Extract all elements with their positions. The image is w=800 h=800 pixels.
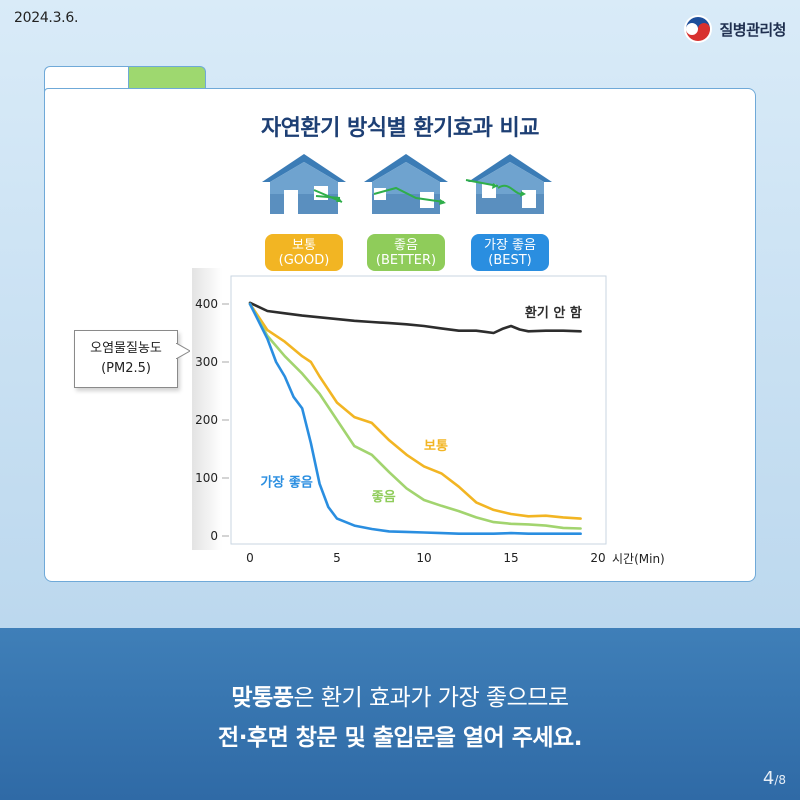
callout-pointer — [176, 343, 190, 359]
date-label: 2024.3.6. — [14, 10, 79, 26]
series-line-3 — [248, 302, 582, 536]
taegeuk-icon — [684, 15, 713, 43]
x-tick-label: 0 — [246, 551, 254, 565]
y-tick-label: 200 — [195, 413, 218, 427]
method-better: 좋음 (BETTER) — [360, 150, 452, 271]
house-icon — [262, 154, 346, 214]
folder-tab — [44, 66, 134, 92]
x-tick-label: 15 — [503, 551, 518, 565]
y-axis-callout: 오염물질농도 (PM2.5) — [74, 330, 178, 388]
y-tick-label: 400 — [195, 297, 218, 311]
series-line-2 — [248, 302, 582, 530]
badge-good-sub: (GOOD) — [278, 253, 330, 268]
x-tick-label: 5 — [333, 551, 341, 565]
chart-title: 자연환기 방식별 환기효과 비교 — [260, 116, 540, 141]
message-line-2: 전·후면 창문 및 출입문을 열어 주세요. — [218, 725, 582, 751]
series-line-1 — [248, 302, 582, 520]
plot-frame — [230, 275, 607, 545]
y-axis-label: 오염물질농도 — [90, 341, 162, 356]
method-best: 가장 좋음 (BEST) — [464, 150, 556, 271]
x-tick-label: 10 — [416, 551, 431, 565]
badge-better: 좋음 (BETTER) — [367, 234, 445, 271]
y-tick-label: 0 — [210, 529, 218, 543]
y-tick-label: 300 — [195, 355, 218, 369]
badge-best-label: 가장 좋음 — [484, 238, 536, 253]
series-label-2: 좋음 — [372, 489, 396, 505]
series-line-0 — [248, 301, 582, 335]
series-label-0: 환기 안 함 — [525, 305, 582, 321]
badge-good-label: 보통 — [292, 238, 316, 253]
y-axis-unit: (PM2.5) — [101, 361, 151, 376]
message-highlight: 맞통풍 — [231, 685, 294, 711]
badge-best-sub: (BEST) — [488, 253, 532, 268]
badge-best: 가장 좋음 (BEST) — [471, 234, 549, 271]
house-icon — [465, 154, 552, 214]
message-line-1: 맞통풍은 환기 효과가 가장 좋으므로 — [0, 678, 800, 712]
x-axis-label: 시간(Min) — [612, 552, 665, 566]
y-tick-label: 100 — [195, 471, 218, 485]
badge-better-label: 좋음 — [394, 238, 418, 253]
house-icon — [364, 154, 448, 214]
series-label-3: 가장 좋음 — [260, 475, 312, 491]
bottom-banner — [0, 628, 800, 800]
page-indicator: 4/8 — [763, 768, 786, 789]
series-label-1: 보통 — [424, 439, 448, 454]
badge-good: 보통 (GOOD) — [265, 234, 343, 271]
org-name: 질병관리청 — [719, 20, 786, 39]
kdca-logo: 질병관리청 — [683, 14, 786, 44]
page-current: 4 — [762, 768, 775, 789]
x-tick-label: 20 — [590, 551, 605, 565]
y-axis-band — [192, 268, 222, 550]
page-total: /8 — [774, 773, 786, 787]
folder-tab-accent — [128, 66, 206, 92]
badge-better-sub: (BETTER) — [375, 253, 437, 268]
method-good: 보통 (GOOD) — [258, 150, 350, 271]
message-line-1-text: 은 환기 효과가 가장 좋으므로 — [293, 685, 569, 711]
